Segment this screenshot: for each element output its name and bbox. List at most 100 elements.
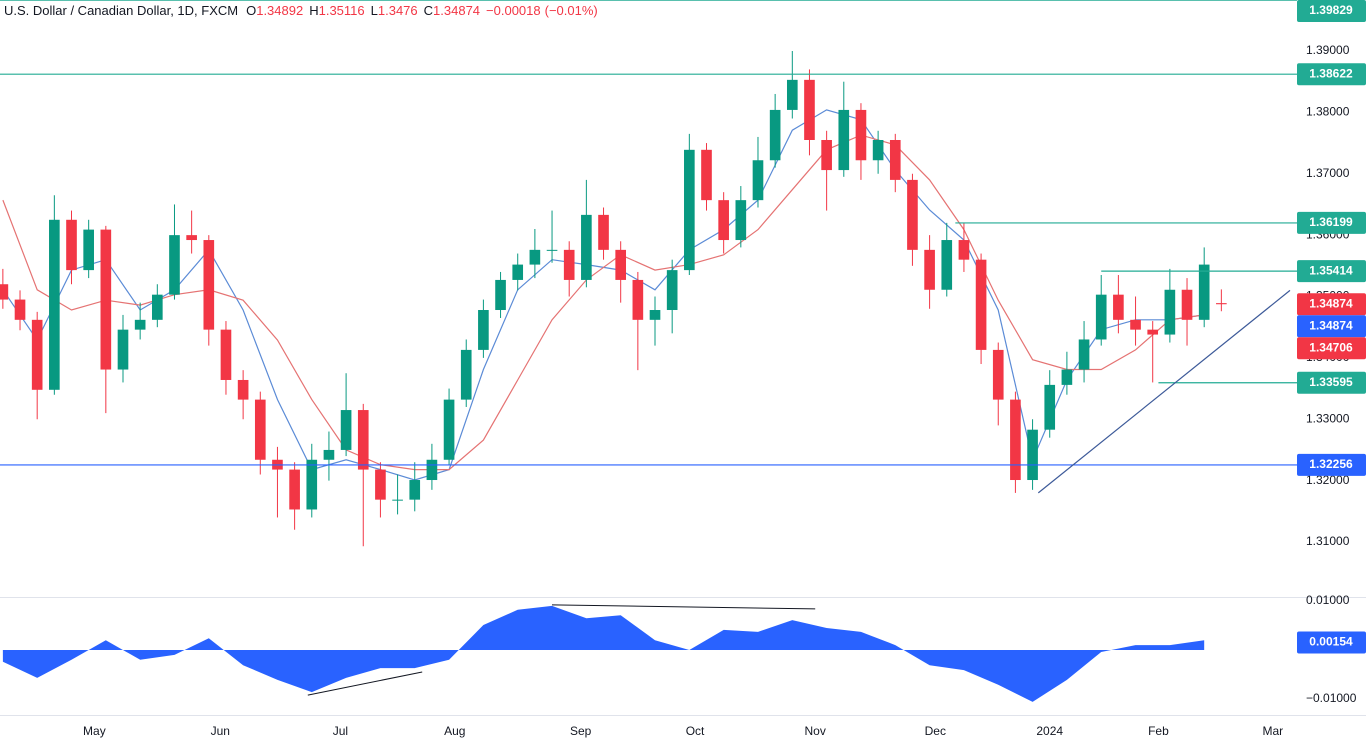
price-label: 1.34874 — [1309, 296, 1353, 310]
candle-body — [478, 310, 489, 350]
price-label-box — [1297, 293, 1366, 316]
ohlc-label: C — [424, 3, 433, 18]
candle-body — [0, 284, 9, 300]
candle-body — [460, 349, 472, 400]
candle-body — [306, 459, 318, 510]
x-tick-label: May — [83, 724, 106, 738]
x-tick-label: Sep — [570, 724, 592, 738]
candle-body — [375, 469, 386, 500]
candle-body — [186, 235, 197, 241]
chart-header: U.S. Dollar / Canadian Dollar, 1D, FXCM O… — [4, 3, 598, 18]
candle-body — [134, 319, 146, 330]
candle-body — [237, 379, 249, 400]
candle-body — [83, 229, 94, 271]
y-tick-label: −0.01000 — [1306, 691, 1357, 705]
candle-body — [975, 259, 987, 350]
candle-body — [563, 249, 575, 280]
ohlc-value: 1.34874 — [433, 3, 480, 18]
candle-body — [1164, 289, 1176, 335]
candle-body — [254, 399, 266, 460]
level-label: 1.35414 — [1309, 263, 1353, 277]
candle-body — [100, 229, 112, 370]
price-label: 1.34706 — [1309, 340, 1353, 354]
divergence-line — [551, 604, 816, 610]
level-label-box — [1297, 371, 1366, 394]
candle-body — [289, 469, 300, 510]
x-tick-label: Nov — [805, 724, 826, 738]
candle-body — [872, 139, 884, 161]
candle-body — [409, 480, 421, 500]
y-tick-label: 1.38000 — [1306, 105, 1350, 119]
change-pct: (−0.01%) — [545, 3, 598, 18]
value-label: 0.00154 — [1309, 635, 1353, 649]
level-label: 1.32256 — [1309, 457, 1353, 471]
candle-body — [855, 109, 867, 161]
level-label-box — [1297, 0, 1366, 22]
value-label-box — [1297, 631, 1366, 654]
x-tick-label: Aug — [444, 724, 465, 738]
candle-body — [443, 399, 455, 460]
candle-body — [786, 79, 798, 110]
x-tick-label: 2024 — [1036, 724, 1063, 738]
divergence-line — [307, 671, 423, 696]
candle-body — [151, 294, 163, 320]
candle-body — [512, 264, 524, 280]
price-label-box — [1297, 337, 1366, 360]
price-label: 1.34874 — [1309, 318, 1353, 332]
candle-body — [581, 214, 592, 280]
candle-body — [752, 160, 764, 201]
ohlc-value: 1.35116 — [319, 3, 365, 18]
chart-title: U.S. Dollar / Canadian Dollar, 1D, FXCM — [4, 3, 238, 18]
candle-body — [769, 109, 781, 161]
x-tick-label: Jul — [333, 724, 348, 738]
level-label-box — [1297, 211, 1366, 234]
x-tick-label: Jun — [211, 724, 230, 738]
candle-body — [838, 109, 850, 171]
y-tick-label: 1.37000 — [1306, 166, 1350, 180]
oscillator-area — [2, 605, 1205, 702]
candle-body — [958, 240, 970, 260]
candle-body — [1198, 264, 1210, 320]
candle-body — [1010, 399, 1021, 481]
x-tick-label: Mar — [1263, 724, 1284, 738]
candle-body — [649, 310, 661, 320]
level-label: 1.39829 — [1309, 3, 1353, 17]
candle-body — [169, 235, 180, 295]
candle-body — [1095, 294, 1107, 340]
candle-body — [495, 279, 506, 311]
candle-body — [632, 279, 644, 320]
level-label: 1.38622 — [1309, 66, 1353, 80]
candle-body — [684, 149, 695, 271]
candle-body — [889, 139, 901, 180]
ohlc-value: 1.34892 — [256, 3, 303, 18]
level-label-box — [1297, 260, 1366, 283]
candle-body — [14, 299, 26, 320]
ohlc-label: H — [309, 3, 318, 18]
candle-body — [718, 200, 729, 241]
candle-body — [1216, 303, 1227, 305]
x-tick-label: Oct — [686, 724, 705, 738]
ohlc-label: O — [246, 3, 256, 18]
y-tick-label: 1.39000 — [1306, 43, 1350, 57]
candle-body — [821, 139, 832, 171]
ohlc-label: L — [371, 3, 378, 18]
candle-body — [529, 249, 541, 265]
level-label: 1.33595 — [1309, 375, 1353, 389]
level-label-box — [1297, 63, 1366, 86]
candle-body — [666, 270, 678, 311]
candle-body — [323, 449, 335, 460]
candle-body — [31, 319, 43, 390]
moving-average — [2, 134, 1205, 471]
change: −0.00018 — [486, 3, 541, 18]
level-label-box — [1297, 453, 1366, 476]
candle-body — [701, 149, 712, 201]
candle-body — [598, 214, 609, 250]
candle-body — [941, 240, 953, 290]
candle-body — [1027, 429, 1038, 481]
price-label-box — [1297, 315, 1366, 338]
candle-body — [340, 410, 352, 450]
candle-body — [220, 329, 232, 380]
x-tick-label: Feb — [1148, 724, 1169, 738]
